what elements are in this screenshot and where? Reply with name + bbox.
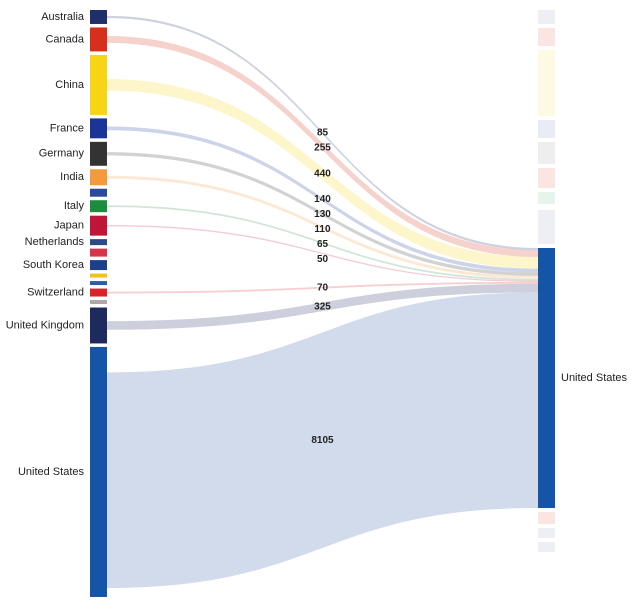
faded-node (538, 528, 555, 538)
source-label: United States (18, 466, 85, 478)
links (107, 15, 538, 588)
source-nodes: Australia Canada China France Germany India It… (6, 10, 107, 597)
source-node (90, 118, 107, 139)
source-label: United Kingdom (6, 319, 84, 331)
source-node (90, 346, 107, 597)
source-node (90, 288, 107, 297)
link (107, 126, 538, 273)
faded-node (538, 542, 555, 552)
source-node (90, 200, 107, 213)
source-node (90, 239, 107, 246)
source-node (90, 215, 107, 236)
source-label: Germany (39, 148, 85, 160)
faded-node (538, 210, 555, 244)
source-node (90, 307, 107, 344)
source-label: China (55, 79, 85, 91)
faded-node (538, 512, 555, 524)
link-label: 440 (314, 169, 331, 180)
link-label: 85 (317, 128, 329, 139)
source-node (90, 10, 107, 24)
target-node (538, 248, 555, 509)
faded-node (538, 10, 555, 24)
link-label: 140 (314, 194, 331, 205)
source-node (90, 273, 107, 278)
faded-node (538, 50, 555, 116)
link (107, 36, 538, 258)
faded-node (538, 192, 555, 204)
link (107, 292, 538, 588)
link (107, 152, 538, 276)
source-node (90, 248, 107, 257)
source-node (90, 188, 107, 197)
link (107, 79, 538, 269)
link (107, 281, 538, 294)
source-node (90, 281, 107, 286)
link-label: 50 (317, 254, 329, 265)
link-label: 65 (317, 239, 329, 250)
source-label: Italy (64, 200, 85, 212)
link (107, 15, 538, 251)
link-label: 70 (317, 282, 329, 293)
faded-node (538, 168, 555, 188)
link-label: 8105 (311, 435, 334, 446)
faded-target-nodes (538, 10, 555, 552)
link (107, 283, 538, 330)
source-label: Australia (41, 11, 85, 23)
source-node (90, 141, 107, 166)
link-label: 255 (314, 143, 331, 154)
faded-node (538, 120, 555, 138)
source-label: Canada (45, 33, 84, 45)
source-label: South Korea (23, 259, 85, 271)
source-node (90, 54, 107, 115)
source-label: Japan (54, 220, 84, 232)
source-label: Switzerland (27, 286, 84, 298)
faded-node (538, 28, 555, 46)
link (107, 205, 538, 281)
target-label: United States (561, 372, 628, 384)
faded-node (538, 142, 555, 164)
source-node (90, 169, 107, 186)
link-label: 130 (314, 209, 331, 220)
link-label: 325 (314, 301, 331, 312)
source-node (90, 27, 107, 52)
source-label: Netherlands (25, 236, 85, 248)
source-node (90, 260, 107, 271)
source-label: India (60, 171, 85, 183)
link (107, 224, 538, 282)
link (107, 175, 538, 279)
link-label: 110 (314, 224, 331, 235)
source-label: France (50, 122, 84, 134)
source-node (90, 300, 107, 305)
